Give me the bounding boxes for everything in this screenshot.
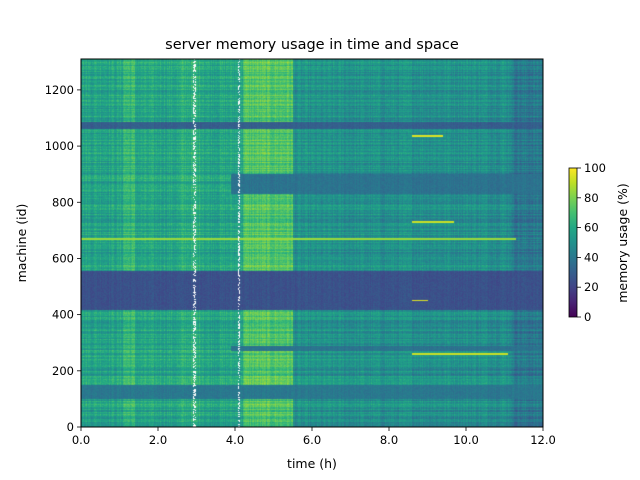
x-tick-label: 8.0 <box>380 433 398 447</box>
y-tick-label: 400 <box>52 308 74 322</box>
y-axis-label: machine (id) <box>14 204 29 283</box>
colorbar-gradient <box>568 167 578 318</box>
colorbar-tick-label: 100 <box>584 161 606 175</box>
x-tick-label: 10.0 <box>453 433 479 447</box>
x-tick-label: 2.0 <box>149 433 167 447</box>
colorbar-ticks: 0 20 40 60 80 100 <box>577 161 606 324</box>
colorbar-tick-label: 20 <box>584 280 599 294</box>
y-axis-ticks: 0 200 400 600 800 1000 1200 <box>45 83 81 434</box>
colorbar-tick-label: 80 <box>584 191 599 205</box>
chart-title: server memory usage in time and space <box>165 37 459 53</box>
y-tick-label: 0 <box>67 420 74 434</box>
x-tick-label: 12.0 <box>530 433 556 447</box>
y-tick-label: 600 <box>52 251 74 265</box>
y-tick-label: 200 <box>52 364 74 378</box>
x-tick-label: 0.0 <box>72 433 90 447</box>
x-axis-ticks: 0.0 2.0 4.0 6.0 8.0 10.0 12.0 <box>72 427 556 447</box>
y-tick-label: 1000 <box>45 139 74 153</box>
colorbar-label: memory usage (%) <box>615 183 630 303</box>
y-tick-label: 1200 <box>45 83 74 97</box>
colorbar-tick-label: 60 <box>584 221 599 235</box>
heatmap-canvas <box>81 59 543 427</box>
heatmap-image <box>81 59 543 427</box>
x-tick-label: 6.0 <box>303 433 321 447</box>
y-tick-label: 800 <box>52 195 74 209</box>
x-axis-label: time (h) <box>287 456 337 471</box>
colorbar-tick-label: 0 <box>584 310 591 324</box>
colorbar-tick-label: 40 <box>584 250 599 264</box>
colorbar: 0 20 40 60 80 100 memory usage (%) <box>568 161 630 324</box>
x-tick-label: 4.0 <box>226 433 244 447</box>
